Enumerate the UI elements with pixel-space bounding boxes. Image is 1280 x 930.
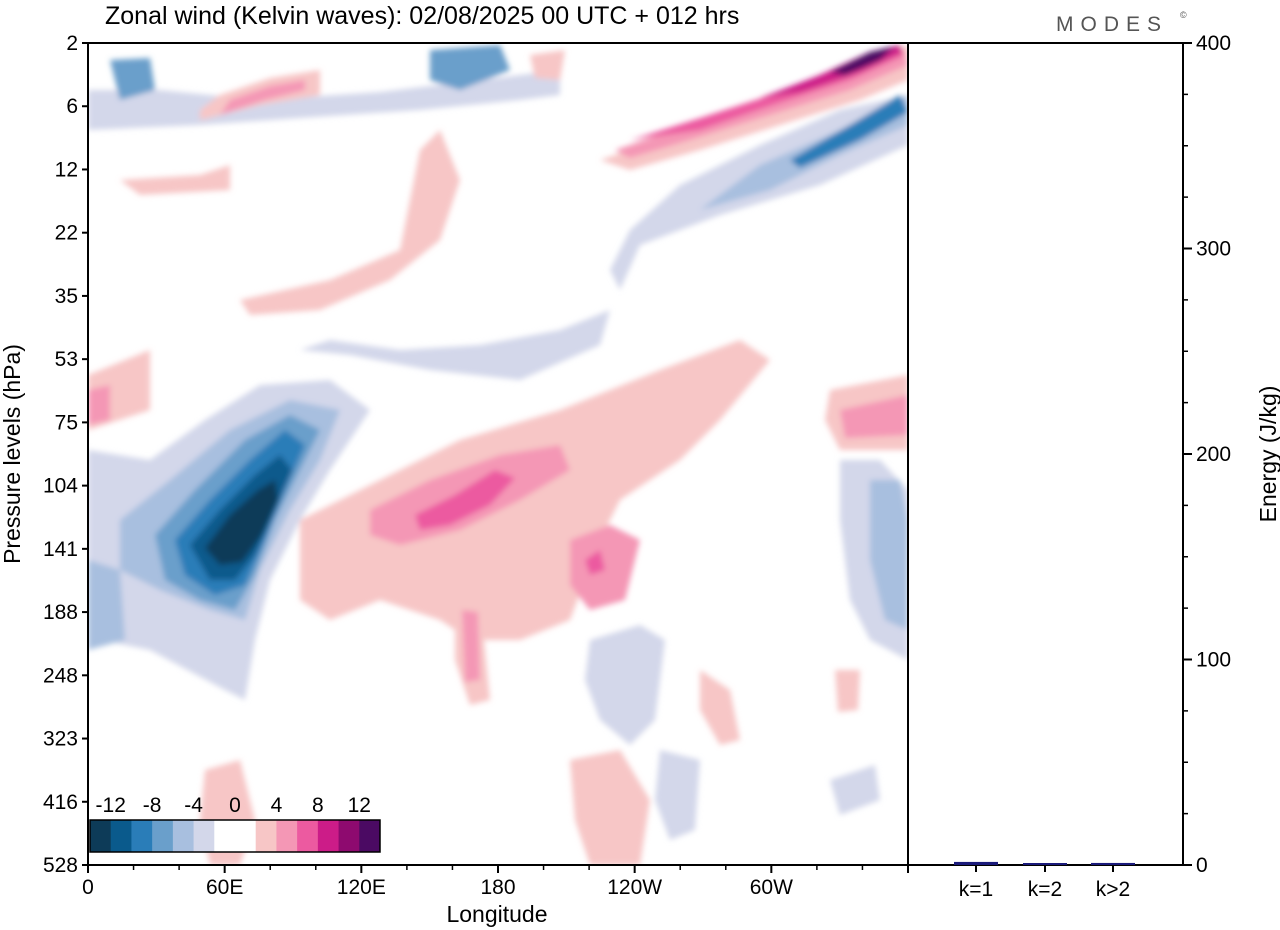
band-mid-negative (300, 310, 610, 380)
heatmap-field (88, 43, 908, 865)
band-east-core-negative (790, 95, 908, 168)
y-tick-label: 104 (43, 475, 78, 498)
band-west-low-negative (88, 560, 125, 650)
band-upper-positive-core (220, 80, 305, 115)
colorbar-label: 4 (271, 794, 283, 817)
band-east-75-positive-core (840, 395, 908, 438)
colorbar-swatch (172, 820, 195, 852)
blob-top-negative (430, 45, 510, 90)
energy-bar-label: k=1 (959, 878, 993, 901)
energy-plot-frame (907, 42, 1184, 866)
brand-logo: MODES (1056, 13, 1168, 36)
x-tick-label: 180 (480, 876, 515, 899)
colorbar-swatch (317, 820, 340, 852)
energy-bar-label: k>2 (1096, 878, 1130, 901)
energy-bar (1023, 863, 1067, 865)
blob-lower-far-negative (830, 765, 880, 815)
energy-tick-label: 400 (1196, 32, 1231, 55)
x-tick-label: 60W (750, 876, 793, 899)
y-tick-label: 53 (55, 348, 78, 371)
y-tick-label: 2 (66, 32, 78, 55)
brand-mark: © (1180, 10, 1187, 20)
energy-tick-label: 0 (1196, 854, 1208, 877)
band-150w-positive (570, 525, 640, 610)
blob-far-right-positive (700, 670, 740, 745)
y-tick-label: 75 (55, 411, 78, 434)
x-tick-label: 60E (206, 876, 243, 899)
y-tick-label: 35 (55, 285, 78, 308)
blob-lower-negative (585, 625, 665, 745)
band-main-positive-core (415, 470, 515, 530)
colorbar-swatch (110, 820, 132, 852)
energy-tick-label: 100 (1196, 649, 1231, 672)
colorbar-swatch (255, 820, 277, 852)
band-east-positive-max (830, 46, 895, 75)
colorbar-swatch (214, 820, 236, 852)
band-mid-positive (240, 130, 460, 315)
x-tick-label: 0 (82, 876, 94, 899)
y-tick-label: 188 (43, 601, 78, 624)
energy-axis: 0 100 200 300 400 (1183, 32, 1231, 877)
energy-bar-label: k=2 (1028, 878, 1062, 901)
colorbar-swatch (359, 820, 381, 852)
colorbar-label: -4 (184, 794, 203, 817)
y-axis-label: Pressure levels (hPa) (0, 344, 25, 564)
band-east-low-mid (870, 480, 908, 630)
colorbar-label: -8 (143, 794, 162, 817)
longitude-axis: 0 60E 120E 180 120W 60W (82, 865, 909, 899)
colorbar: -12 -8 -4 0 4 8 12 (89, 794, 381, 853)
blob-lower-positive (570, 750, 650, 865)
x-tick-label: 120W (607, 876, 662, 899)
band-lower-positive-core (462, 610, 480, 682)
band-upper-left-positive (120, 165, 230, 195)
colorbar-label: 8 (312, 794, 324, 817)
energy-bar (1091, 862, 1135, 865)
y-tick-label: 22 (55, 222, 78, 245)
y-tick-label: 141 (43, 538, 78, 561)
pressure-axis: 2 6 12 22 35 53 75 104 141 188 248 323 416 528 (43, 32, 88, 877)
x-tick-label: 120E (337, 876, 386, 899)
energy-axis-label: Energy (J/kg) (1255, 386, 1280, 523)
colorbar-frame (89, 819, 381, 853)
energy-tick-label: 200 (1196, 443, 1231, 466)
colorbar-swatch (90, 820, 112, 852)
colorbar-swatch (131, 820, 153, 852)
colorbar-swatch (276, 820, 298, 852)
band-west-75-positive-core (88, 385, 110, 425)
blob-top-positive (530, 50, 565, 80)
colorbar-label: 0 (229, 794, 241, 817)
blob-lower-right-negative (655, 750, 700, 840)
blob-lower-right-positive (835, 670, 860, 712)
y-tick-label: 6 (66, 95, 78, 118)
y-tick-label: 416 (43, 791, 78, 814)
energy-tick-label: 300 (1196, 238, 1231, 261)
y-tick-label: 528 (43, 854, 78, 877)
energy-bars: k=1 k=2 k>2 (954, 861, 1135, 901)
colorbar-label: 12 (348, 794, 371, 817)
y-tick-label: 248 (43, 664, 78, 687)
colorbar-label: -12 (96, 794, 126, 817)
energy-bar (954, 861, 998, 865)
trough-core3 (205, 480, 278, 565)
colorbar-swatch (235, 820, 257, 852)
colorbar-swatch (152, 820, 174, 852)
blob-topleft-negative (110, 58, 155, 100)
band-150w-positive-core (585, 550, 605, 575)
colorbar-swatch (193, 820, 215, 852)
y-tick-label: 12 (55, 158, 78, 181)
y-tick-label: 323 (43, 728, 78, 751)
colorbar-swatch (297, 820, 319, 852)
chart-title: Zonal wind (Kelvin waves): 02/08/2025 00… (105, 2, 739, 30)
colorbar-swatch (338, 820, 360, 852)
x-axis-label: Longitude (446, 901, 547, 927)
